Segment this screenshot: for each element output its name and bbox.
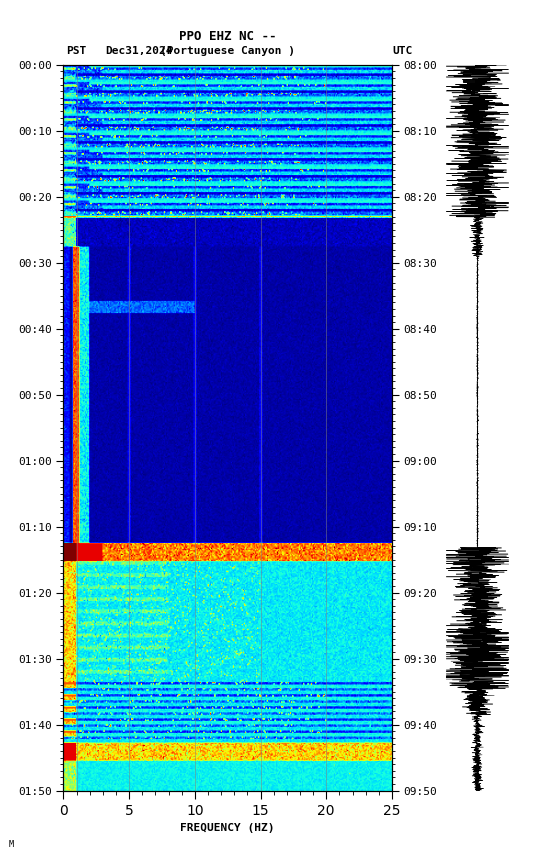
Text: M: M (8, 840, 13, 848)
Text: Dec31,2024: Dec31,2024 (105, 46, 172, 56)
X-axis label: FREQUENCY (HZ): FREQUENCY (HZ) (181, 823, 275, 833)
Text: PST: PST (66, 46, 87, 56)
Text: UTC: UTC (392, 46, 412, 56)
Text: (Portuguese Canyon ): (Portuguese Canyon ) (161, 46, 295, 56)
Text: PPO EHZ NC --: PPO EHZ NC -- (179, 30, 277, 43)
